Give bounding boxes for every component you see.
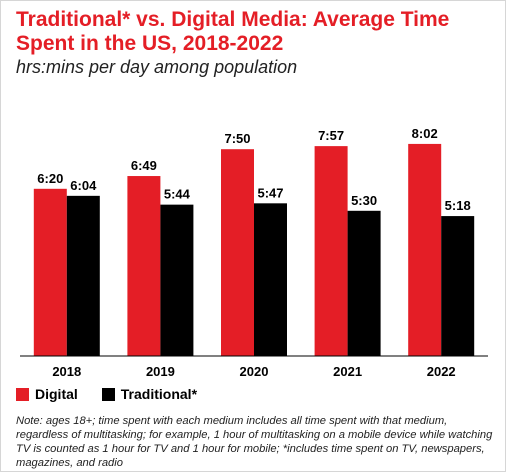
bar-traditional-2022 [441, 216, 475, 356]
bar-traditional-2021 [347, 210, 381, 356]
data-label-digital-2018: 6:20 [37, 171, 63, 186]
legend-label-digital: Digital [35, 386, 78, 402]
bar-traditional-2020 [254, 203, 287, 356]
bar-digital-2021 [314, 146, 348, 356]
legend: Digital Traditional* [16, 386, 221, 402]
bar-traditional-2019 [160, 204, 194, 356]
data-label-digital-2021: 7:57 [318, 128, 344, 143]
x-tick-label-2018: 2018 [52, 364, 81, 379]
legend-swatch-digital [16, 387, 29, 401]
x-tick-label-2021: 2021 [333, 364, 362, 379]
bar-traditional-2018 [66, 195, 100, 356]
bar-digital-2022 [408, 143, 442, 356]
footnote: Note: ages 18+; time spent with each med… [16, 415, 493, 469]
x-tick-label-2020: 2020 [240, 364, 269, 379]
x-tick-label-2019: 2019 [146, 364, 175, 379]
bar-digital-2019 [127, 176, 161, 356]
data-label-digital-2020: 7:50 [224, 131, 250, 146]
legend-label-traditional: Traditional* [120, 386, 198, 402]
legend-item-digital: Digital [16, 386, 78, 402]
data-label-traditional-2018: 6:04 [70, 178, 97, 193]
chart-subtitle: hrs:mins per day among population [16, 57, 298, 77]
data-label-traditional-2019: 5:44 [164, 187, 191, 202]
bar-digital-2018 [33, 188, 67, 356]
data-label-digital-2022: 8:02 [412, 126, 438, 141]
data-label-traditional-2020: 5:47 [257, 185, 283, 200]
bar-digital-2020 [221, 149, 254, 356]
data-label-traditional-2021: 5:30 [351, 193, 377, 208]
chart-title: Traditional* vs. Digital Media: Average … [16, 8, 450, 55]
data-label-digital-2019: 6:49 [131, 158, 157, 173]
x-tick-label-2022: 2022 [427, 364, 456, 379]
data-label-traditional-2022: 5:18 [445, 198, 471, 213]
legend-item-traditional: Traditional* [101, 386, 198, 402]
legend-swatch-traditional [101, 387, 115, 401]
